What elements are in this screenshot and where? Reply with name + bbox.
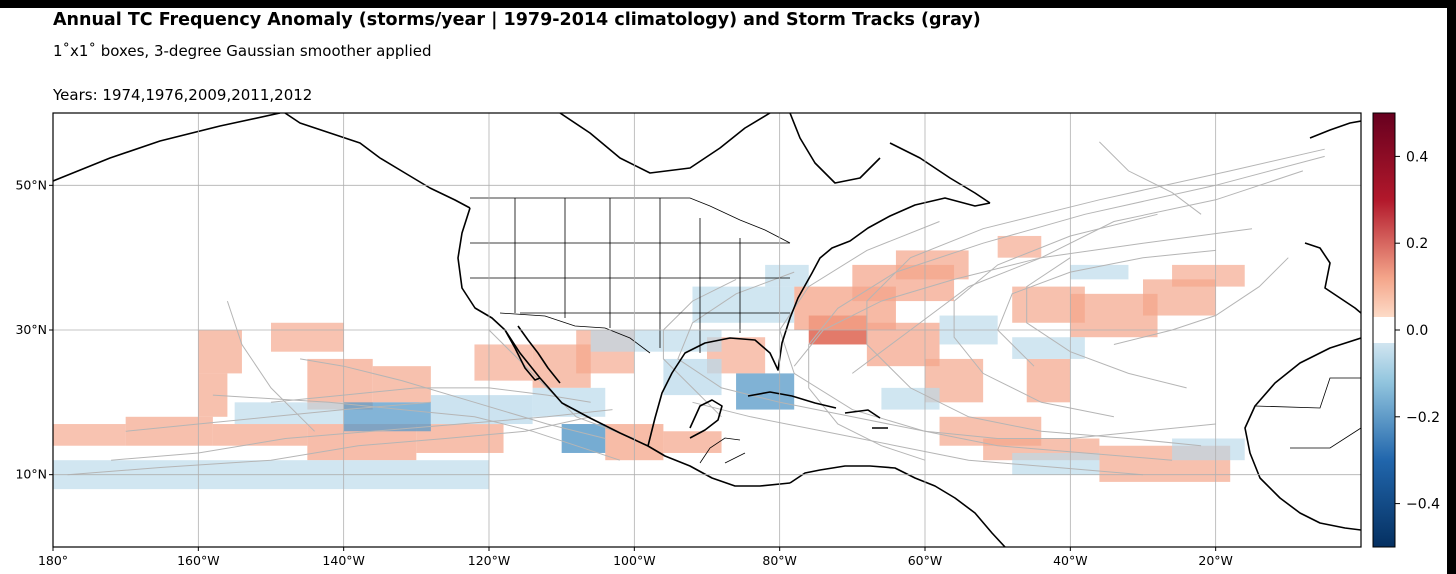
coastline-alaska bbox=[53, 113, 471, 209]
storm-track-7 bbox=[212, 394, 620, 461]
coastline-europe bbox=[1304, 242, 1361, 314]
lon-tick-label-5: 80°W bbox=[762, 553, 797, 568]
map-title: Annual TC Frequency Anomaly (storms/year… bbox=[53, 10, 981, 30]
storm-track-14 bbox=[997, 249, 1216, 367]
negative-anomaly-cell-40 bbox=[663, 358, 722, 396]
coastline-west-america bbox=[457, 207, 791, 487]
negative-anomaly-cell-49 bbox=[1070, 264, 1129, 280]
storm-track-9 bbox=[866, 148, 1325, 447]
storm-track-6 bbox=[226, 300, 315, 432]
negative-anomaly-cell-41 bbox=[736, 373, 795, 410]
negative-anomaly-cell-45 bbox=[1012, 337, 1085, 359]
colorbar-tick-label-3: −0.2 bbox=[1406, 410, 1440, 426]
lon-tick-label-2: 140°W bbox=[322, 553, 364, 568]
colorbar-ticks: 0.4 0.2 0.0 −0.2 −0.4 bbox=[1395, 149, 1440, 513]
storm-track-13 bbox=[808, 155, 1325, 461]
lon-tick-label-0: 180° bbox=[38, 553, 68, 568]
negative-anomaly-cell-35 bbox=[343, 402, 431, 432]
lon-tick-label-4: 100°W bbox=[613, 553, 655, 568]
map-gridlines bbox=[53, 113, 1361, 547]
map-subtitle: 1˚x1˚ boxes, 3-degree Gaussian smoother … bbox=[53, 42, 432, 60]
storm-track-1 bbox=[67, 416, 591, 476]
positive-anomaly-cell-2 bbox=[212, 424, 308, 446]
storm-track-2 bbox=[270, 387, 591, 403]
storm-track-11 bbox=[692, 401, 1144, 476]
colorbar-tick-label-1: 0.2 bbox=[1406, 236, 1428, 252]
coastline-gulf bbox=[647, 197, 991, 447]
negative-anomaly-cell-39 bbox=[590, 330, 722, 352]
colorbar-tick-label-4: −0.4 bbox=[1406, 497, 1440, 513]
coastline-africa bbox=[1244, 337, 1361, 531]
positive-anomaly-cell-29 bbox=[1172, 264, 1245, 287]
positive-anomaly-cell-1 bbox=[125, 416, 213, 446]
coastlines bbox=[53, 113, 1361, 547]
positive-anomaly-cell-30 bbox=[997, 235, 1042, 258]
positive-anomaly-cell-10 bbox=[474, 344, 533, 381]
positive-anomaly-cell-5 bbox=[198, 330, 242, 374]
positive-anomaly-cell-6 bbox=[198, 373, 228, 417]
lat-tick-label-2: 50°N bbox=[15, 177, 47, 192]
lon-tick-label-8: 20°W bbox=[1198, 553, 1233, 568]
colorbar-tick-label-0: 0.4 bbox=[1406, 149, 1428, 165]
positive-anomaly-cell-0 bbox=[53, 424, 126, 446]
country-borders bbox=[470, 197, 1361, 464]
coastline-baja bbox=[504, 325, 561, 384]
colorbar bbox=[1372, 112, 1396, 548]
map-figure: 180° 160°W 140°W 120°W 100°W 80°W 60°W 40°W 20°W… bbox=[15, 112, 1440, 568]
positive-anomaly-cell-14 bbox=[663, 431, 722, 453]
latitude-axis: 10°N 30°N 50°N bbox=[15, 177, 53, 482]
coastline-canada-north bbox=[559, 113, 991, 204]
storm-track-15 bbox=[1026, 257, 1187, 389]
storm-track-5 bbox=[488, 329, 635, 439]
figure-canvas: Annual TC Frequency Anomaly (storms/year… bbox=[0, 8, 1447, 574]
storm-track-12 bbox=[953, 213, 1158, 418]
years-label: Years: 1974,1976,2009,2011,2012 bbox=[53, 86, 313, 104]
negative-anomaly-cell-44 bbox=[881, 387, 940, 410]
lon-tick-label-7: 40°W bbox=[1053, 553, 1088, 568]
colorbar-tick-label-2: 0.0 bbox=[1406, 323, 1428, 339]
negative-anomaly-cell-43 bbox=[765, 264, 809, 287]
positive-anomaly-cell-7 bbox=[271, 322, 344, 352]
longitude-axis: 180° 160°W 140°W 120°W 100°W 80°W 60°W 40°W 20°W bbox=[38, 547, 1233, 568]
negative-anomaly-cell-46 bbox=[1012, 452, 1100, 475]
coastline-cuba bbox=[747, 391, 888, 429]
coastline-yucatan bbox=[689, 399, 723, 439]
lat-tick-label-1: 30°N bbox=[15, 322, 47, 337]
coastline-greenland bbox=[1309, 120, 1361, 139]
storm-track-4 bbox=[300, 358, 606, 439]
lon-tick-label-6: 60°W bbox=[908, 553, 943, 568]
negative-anomaly-cell-42 bbox=[692, 286, 795, 323]
lon-tick-label-3: 120°W bbox=[468, 553, 510, 568]
negative-anomaly-cell-34 bbox=[234, 402, 344, 425]
storm-track-19 bbox=[1099, 141, 1202, 215]
coastline-south-america bbox=[789, 465, 1006, 547]
negative-anomaly-cell-47 bbox=[1172, 438, 1245, 461]
lat-tick-label-0: 10°N bbox=[15, 467, 47, 482]
positive-anomaly-cell-19 bbox=[895, 250, 969, 280]
storm-tracks bbox=[67, 141, 1325, 476]
positive-anomaly-cell-9 bbox=[372, 366, 431, 403]
lon-tick-label-1: 160°W bbox=[177, 553, 219, 568]
negative-anomaly-cell-37 bbox=[532, 387, 606, 417]
